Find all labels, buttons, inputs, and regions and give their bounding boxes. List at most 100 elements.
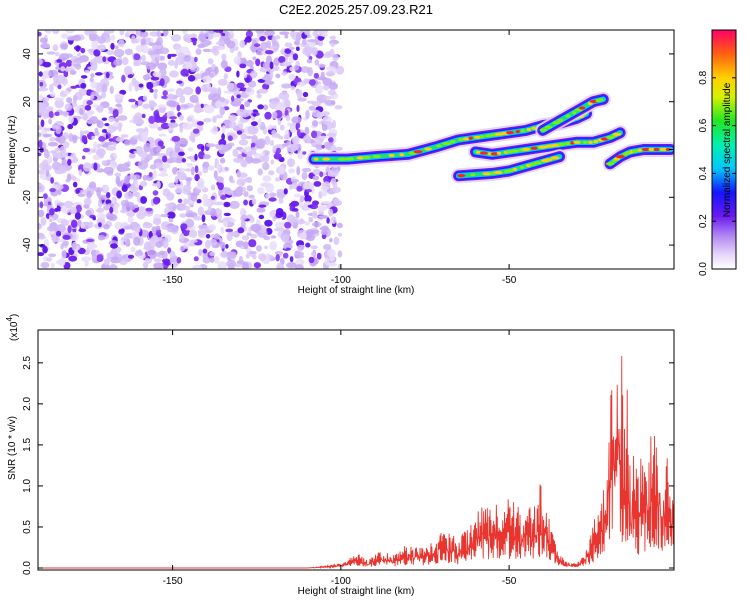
noise-blob — [180, 68, 189, 77]
noise-blob — [248, 239, 257, 248]
noise-blob — [90, 81, 98, 89]
noise-blob — [80, 75, 88, 79]
noise-blob — [232, 148, 239, 157]
noise-blob — [98, 198, 102, 209]
noise-blob — [54, 98, 64, 109]
noise-blob — [46, 51, 56, 55]
noise-blob — [109, 85, 114, 94]
upper-branch-hotspot — [544, 125, 553, 129]
noise-blob — [271, 129, 277, 136]
noise-blob — [317, 63, 326, 68]
noise-blob — [193, 256, 199, 262]
spectrogram-y-tick-label: -20 — [22, 190, 33, 205]
noise-blob — [101, 117, 108, 121]
noise-blob — [86, 100, 93, 106]
noise-blob — [122, 57, 129, 66]
noise-blob — [318, 120, 329, 125]
noise-blob — [326, 132, 337, 138]
noise-blob — [80, 222, 85, 230]
noise-blob — [256, 138, 266, 147]
noise-blob — [167, 122, 179, 128]
noise-blob — [156, 252, 161, 257]
colorbar-tick-label: 0.0 — [698, 262, 709, 276]
noise-blob — [313, 72, 320, 79]
noise-blob — [164, 203, 175, 207]
bottom-ridge-hotspot — [506, 169, 514, 173]
main-ridge-hotspot — [362, 155, 372, 159]
noise-blob — [299, 218, 304, 223]
upper-branch-hotspot — [587, 101, 593, 106]
noise-blob — [121, 74, 126, 83]
noise-blob — [104, 123, 110, 127]
noise-blob — [333, 200, 343, 206]
noise-blob — [198, 224, 204, 230]
noise-blob — [252, 254, 257, 260]
noise-blob — [319, 171, 324, 178]
noise-blob — [315, 84, 324, 94]
snr-y-tick-label: 0.5 — [22, 520, 33, 534]
noise-blob — [107, 130, 113, 134]
noise-blob — [270, 159, 275, 165]
noise-blob — [176, 257, 182, 264]
main-ridge-hotspot — [479, 135, 485, 139]
noise-blob — [321, 144, 325, 149]
noise-blob — [167, 247, 172, 254]
noise-blob — [138, 119, 145, 125]
noise-blob — [47, 201, 52, 205]
snr-y-tick-label: 2.0 — [22, 396, 33, 410]
noise-blob — [92, 216, 96, 221]
noise-blob — [239, 255, 243, 262]
noise-blob — [220, 97, 225, 103]
bottom-ridge-hotspot — [544, 158, 553, 162]
noise-blob — [194, 104, 202, 114]
noise-blob — [272, 111, 278, 118]
noise-blob — [49, 137, 56, 142]
noise-blob — [148, 115, 156, 124]
noise-blob — [170, 34, 182, 42]
noise-blob — [152, 169, 157, 179]
spectrogram-y-tick-label: 20 — [22, 96, 33, 108]
noise-blob — [125, 204, 136, 211]
noise-blob — [195, 185, 206, 190]
noise-blob — [260, 182, 271, 188]
noise-blob — [84, 260, 89, 267]
noise-blob — [207, 58, 214, 65]
noise-blob — [236, 130, 243, 135]
noise-blob — [144, 156, 150, 163]
noise-blob — [49, 83, 54, 93]
noise-blob — [120, 209, 127, 214]
noise-blob — [202, 75, 212, 83]
noise-blob — [183, 198, 188, 205]
noise-blob — [314, 137, 324, 145]
noise-blob — [319, 226, 329, 232]
noise-blob — [43, 193, 48, 200]
noise-blob — [112, 141, 117, 147]
noise-blob — [40, 119, 45, 128]
noise-blob — [97, 213, 106, 220]
spectrogram-panel: -150 -100 -50 -40 -20 0 20 40 Height of straig… — [7, 29, 675, 296]
noise-blob — [208, 224, 217, 231]
signal-ridges — [306, 91, 674, 184]
noise-blob — [262, 156, 268, 161]
snr-y-label: SNR (10 * v/v) — [7, 416, 18, 480]
noise-blob — [59, 257, 66, 267]
noise-blob — [269, 70, 274, 80]
noise-blob — [128, 98, 137, 103]
noise-blob — [311, 221, 322, 227]
noise-blob — [187, 75, 196, 82]
noise-blob — [279, 31, 290, 35]
noise-blob — [142, 135, 148, 144]
noise-blob — [93, 162, 98, 171]
noise-blob — [174, 187, 183, 194]
noise-blob — [322, 77, 333, 86]
noise-blob — [190, 193, 198, 202]
noise-blob — [278, 56, 286, 64]
noise-blob — [58, 111, 70, 116]
noise-blob — [113, 58, 123, 66]
noise-blob — [324, 257, 330, 266]
noise-blob — [310, 252, 316, 256]
lower-ridge-hotspot — [565, 141, 572, 146]
noise-blob — [54, 111, 61, 117]
colorbar: 0.0 0.2 0.4 0.6 0.8 Normalized spectral ampl… — [698, 29, 737, 276]
noise-blob — [308, 105, 316, 111]
